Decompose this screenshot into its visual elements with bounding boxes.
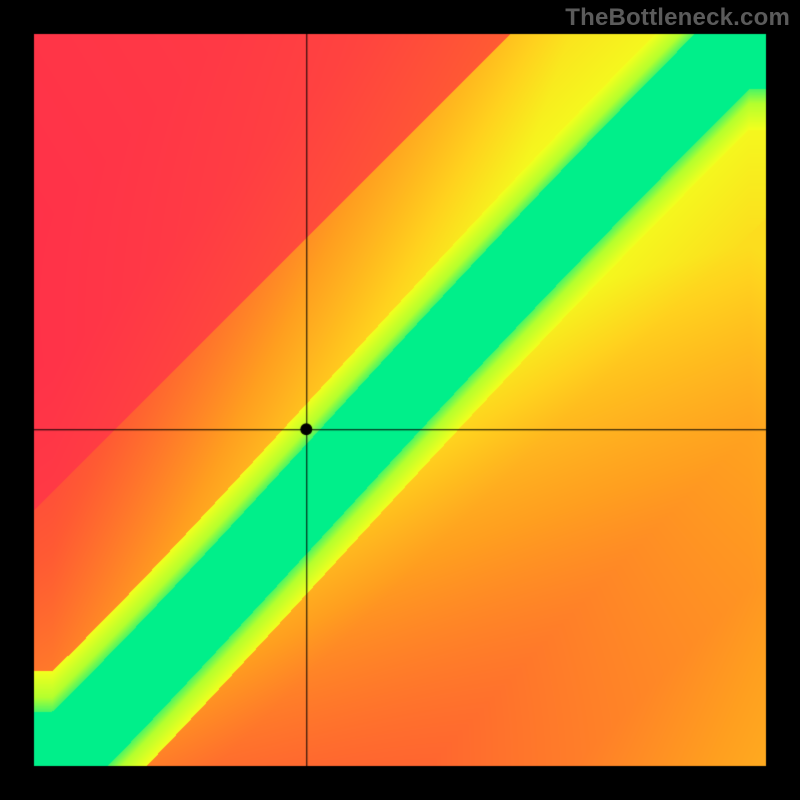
watermark-text: TheBottleneck.com — [565, 4, 790, 32]
chart-container: TheBottleneck.com — [0, 0, 800, 800]
heatmap-canvas — [0, 0, 800, 800]
